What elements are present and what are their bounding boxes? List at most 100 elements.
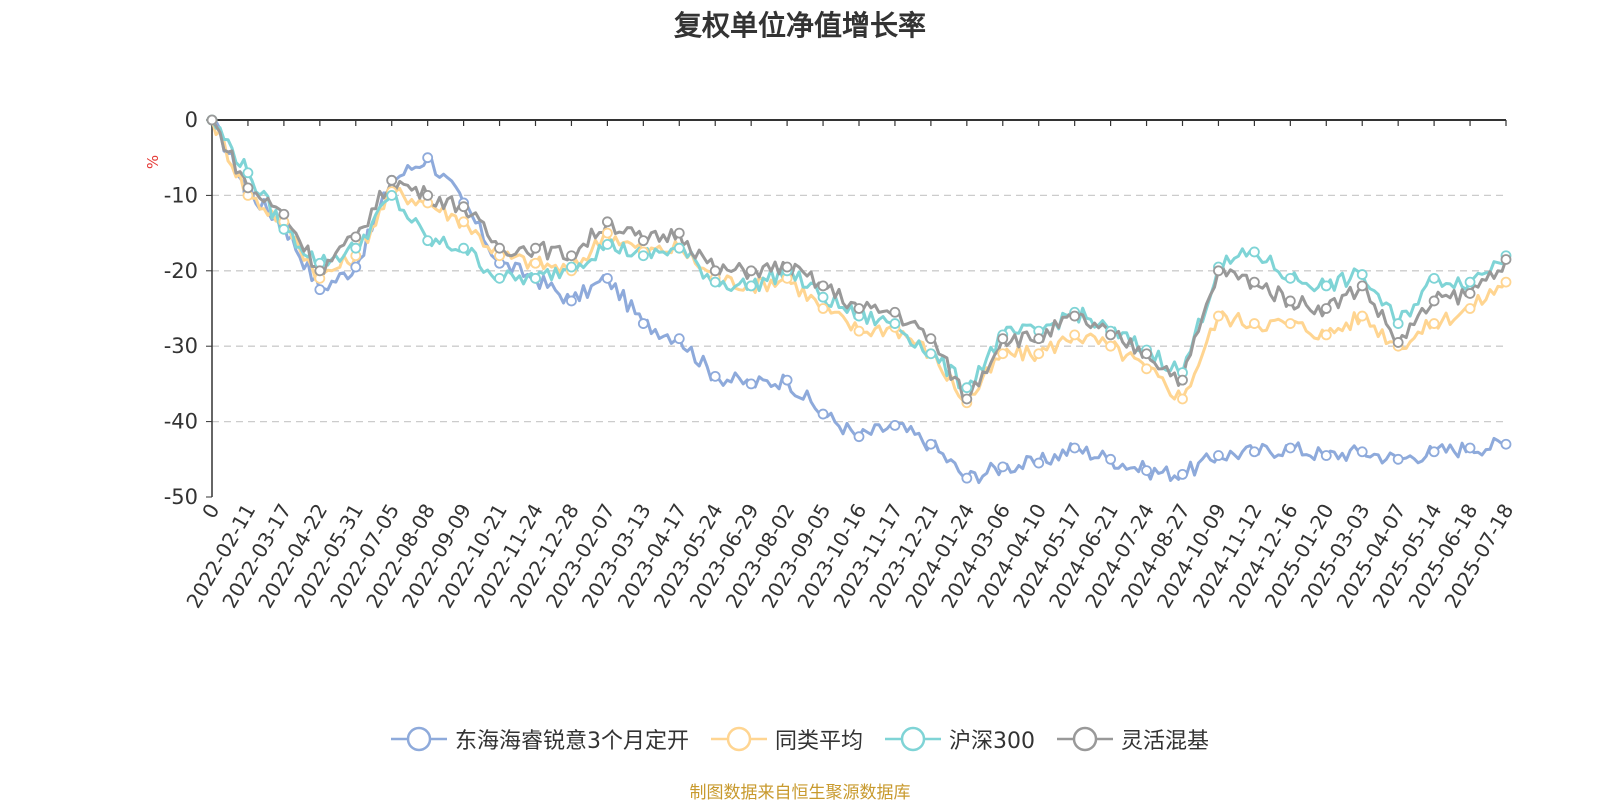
data-point bbox=[530, 242, 541, 254]
data-point bbox=[566, 295, 577, 307]
legend-marker bbox=[900, 726, 926, 752]
data-point bbox=[1213, 265, 1224, 277]
data-point bbox=[601, 239, 613, 250]
data-point bbox=[1177, 468, 1188, 480]
data-point bbox=[1248, 318, 1260, 329]
data-point bbox=[889, 419, 901, 431]
data-point bbox=[206, 114, 218, 126]
data-point bbox=[1356, 280, 1368, 292]
legend-item[interactable]: 沪深300 bbox=[885, 723, 1035, 755]
data-point bbox=[242, 182, 254, 194]
legend-marker bbox=[1072, 726, 1098, 752]
data-point bbox=[1105, 453, 1117, 465]
data-point bbox=[1213, 310, 1224, 322]
data-point bbox=[1141, 348, 1152, 360]
data-point bbox=[1428, 446, 1440, 458]
legend-symbol bbox=[1057, 726, 1113, 752]
data-point bbox=[1356, 269, 1368, 280]
data-source-note: 制图数据来自恒生聚源数据库 bbox=[689, 783, 911, 803]
legend-item[interactable]: 同类平均 bbox=[710, 723, 863, 755]
x-tick-label: 0 bbox=[197, 500, 224, 523]
data-point bbox=[601, 216, 613, 228]
data-point bbox=[781, 374, 793, 386]
data-point bbox=[1033, 457, 1045, 469]
data-point bbox=[637, 235, 649, 247]
data-point bbox=[673, 227, 685, 239]
legend-symbol bbox=[885, 726, 941, 752]
data-point bbox=[673, 242, 685, 254]
data-point bbox=[566, 261, 577, 273]
data-point bbox=[1392, 337, 1404, 348]
data-point bbox=[817, 408, 829, 420]
series-line bbox=[210, 119, 1508, 401]
data-point bbox=[1500, 438, 1512, 450]
data-point bbox=[1105, 340, 1117, 352]
data-point bbox=[1500, 254, 1512, 265]
data-point bbox=[458, 216, 470, 228]
y-tick-label: -40 bbox=[164, 410, 198, 434]
data-point bbox=[1284, 295, 1296, 307]
data-point bbox=[817, 280, 829, 292]
data-point bbox=[314, 265, 326, 277]
data-point bbox=[350, 231, 362, 243]
data-point bbox=[925, 348, 937, 360]
data-point bbox=[781, 261, 793, 273]
data-point bbox=[601, 272, 613, 284]
data-point bbox=[1069, 442, 1081, 454]
x-axis: 02022-02-112022-03-172022-04-222022-05-3… bbox=[181, 119, 1518, 612]
data-point bbox=[709, 276, 721, 288]
data-point bbox=[278, 223, 290, 235]
data-point bbox=[242, 167, 254, 179]
series-line bbox=[211, 118, 1507, 485]
data-point bbox=[1141, 465, 1152, 477]
legend-symbol bbox=[390, 726, 447, 752]
data-point bbox=[458, 242, 470, 254]
legend-symbol bbox=[710, 726, 767, 752]
legend-item[interactable]: 灵活混基 bbox=[1057, 723, 1209, 755]
data-point bbox=[637, 318, 649, 329]
data-point bbox=[1500, 276, 1512, 288]
data-point bbox=[350, 261, 362, 273]
data-point bbox=[961, 472, 973, 484]
data-point bbox=[637, 250, 649, 262]
data-point bbox=[350, 242, 362, 254]
data-point bbox=[1392, 318, 1404, 329]
data-point bbox=[1428, 295, 1440, 307]
data-point bbox=[745, 265, 757, 277]
data-point bbox=[745, 378, 757, 390]
data-point bbox=[1248, 246, 1260, 258]
data-point bbox=[853, 431, 865, 443]
data-point bbox=[422, 152, 434, 164]
legend-marker bbox=[726, 726, 752, 752]
data-point bbox=[386, 174, 398, 186]
data-point bbox=[422, 235, 434, 247]
data-point bbox=[1464, 276, 1476, 288]
data-point bbox=[566, 250, 577, 262]
legend-label: 灵活混基 bbox=[1121, 729, 1210, 754]
data-point bbox=[530, 257, 541, 269]
y-tick-label: -20 bbox=[164, 259, 198, 283]
data-point bbox=[745, 280, 757, 292]
legend-marker bbox=[406, 726, 432, 752]
data-point bbox=[422, 189, 434, 201]
data-point bbox=[709, 265, 721, 277]
y-tick-label: -30 bbox=[164, 334, 198, 358]
data-point bbox=[1464, 442, 1476, 454]
y-tick-label: -10 bbox=[164, 183, 198, 207]
data-point bbox=[1320, 280, 1332, 292]
data-point bbox=[1033, 348, 1045, 360]
data-point bbox=[386, 189, 398, 201]
y-axis-unit-label: % bbox=[144, 155, 162, 169]
y-tick-label: 0 bbox=[185, 108, 198, 132]
legend-item[interactable]: 东海海睿锐意3个月定开 bbox=[390, 723, 689, 755]
data-point bbox=[1284, 442, 1296, 454]
series-line bbox=[210, 119, 1508, 390]
legend-label: 沪深300 bbox=[949, 729, 1035, 754]
data-point bbox=[889, 318, 901, 329]
data-point bbox=[997, 333, 1009, 345]
data-point bbox=[1428, 272, 1440, 284]
data-point bbox=[494, 272, 505, 284]
data-point bbox=[961, 382, 973, 394]
data-point bbox=[817, 303, 829, 314]
data-point bbox=[853, 303, 865, 314]
